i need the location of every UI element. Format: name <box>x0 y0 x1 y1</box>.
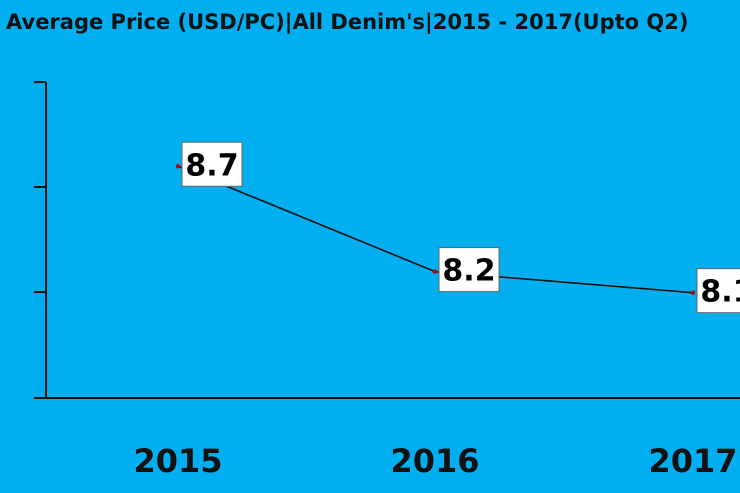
x-tick-label: 2016 <box>390 442 479 480</box>
data-label: 8.2 <box>442 254 495 289</box>
data-label: 8.7 <box>185 148 238 183</box>
data-label: 8.1 <box>700 275 740 310</box>
data-label-box <box>438 247 500 293</box>
chart-title: Average Price (USD/PC)|All Denim's|2015 … <box>6 10 689 34</box>
data-label-box <box>181 141 243 187</box>
x-tick-label: 2017 <box>648 442 737 480</box>
y-axis <box>34 81 47 399</box>
data-point <box>690 290 696 295</box>
data-point <box>432 269 438 274</box>
x-tick-label: 2015 <box>133 442 222 480</box>
data-label-box <box>696 268 740 314</box>
data-point <box>175 164 181 169</box>
plot-area: 8.7 2015 8.2 2016 8.1 2017 <box>133 141 740 480</box>
